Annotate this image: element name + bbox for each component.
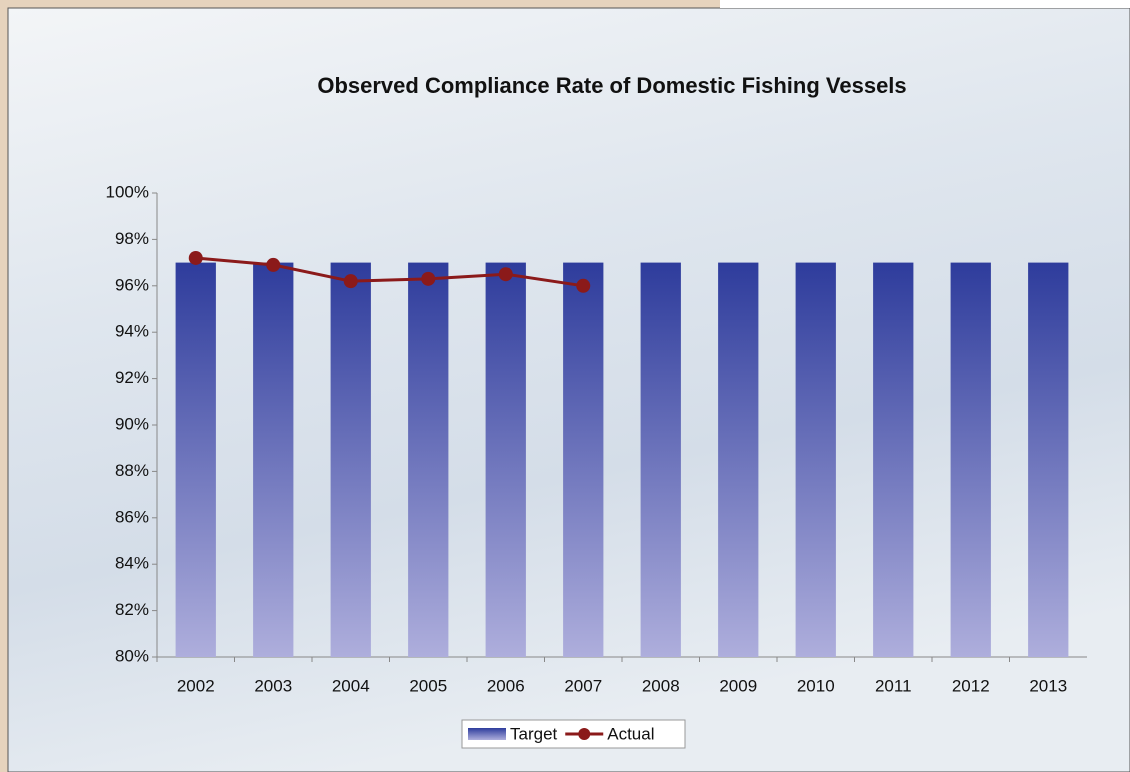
y-tick-label: 86% — [115, 507, 149, 526]
line-point — [576, 278, 591, 293]
legend-label: Actual — [607, 724, 654, 743]
y-tick-label: 92% — [115, 368, 149, 387]
x-tick-label: 2003 — [254, 676, 292, 695]
x-tick-label: 2007 — [564, 676, 602, 695]
bar — [175, 262, 216, 657]
bar — [330, 262, 371, 657]
bar — [485, 262, 526, 657]
y-tick-label: 80% — [115, 646, 149, 665]
bar — [873, 262, 914, 657]
bar — [718, 262, 759, 657]
legend-label: Target — [510, 724, 558, 743]
x-tick-label: 2005 — [409, 676, 447, 695]
legend-swatch — [578, 728, 591, 740]
y-tick-label: 90% — [115, 414, 149, 433]
bar — [253, 262, 294, 657]
legend-swatch — [468, 728, 506, 740]
page-margin — [720, 0, 1130, 8]
chart-title: Observed Compliance Rate of Domestic Fis… — [317, 73, 906, 98]
x-tick-label: 2002 — [177, 676, 215, 695]
line-point — [343, 274, 358, 289]
y-tick-label: 88% — [115, 461, 149, 480]
x-tick-label: 2011 — [875, 676, 912, 695]
line-point — [266, 257, 281, 272]
y-tick-label: 82% — [115, 600, 149, 619]
x-tick-label: 2004 — [332, 676, 370, 695]
line-point — [421, 271, 436, 286]
x-tick-label: 2008 — [642, 676, 680, 695]
y-tick-label: 96% — [115, 275, 149, 294]
bar — [795, 262, 836, 657]
bar — [563, 262, 604, 657]
bar — [1028, 262, 1069, 657]
x-tick-label: 2013 — [1029, 676, 1067, 695]
x-tick-label: 2006 — [487, 676, 525, 695]
line-point — [188, 250, 203, 265]
y-tick-label: 98% — [115, 229, 149, 248]
x-tick-label: 2010 — [797, 676, 835, 695]
bar — [640, 262, 681, 657]
x-tick-label: 2012 — [952, 676, 990, 695]
y-tick-label: 94% — [115, 322, 149, 341]
y-tick-label: 100% — [106, 182, 149, 201]
bar — [950, 262, 991, 657]
line — [195, 256, 584, 288]
line-point — [498, 267, 513, 282]
y-tick-label: 84% — [115, 554, 149, 573]
bar — [408, 262, 449, 657]
x-tick-label: 2009 — [719, 676, 757, 695]
